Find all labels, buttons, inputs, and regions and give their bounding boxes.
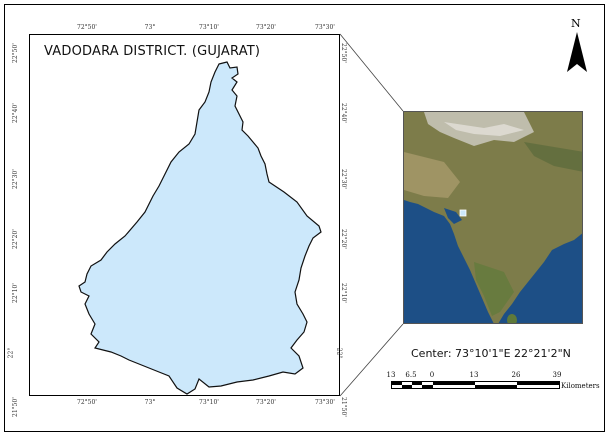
grid-tick-left: 22°50' xyxy=(11,43,19,63)
grid-tick-right: 22°50' xyxy=(339,43,347,63)
grid-tick-right: 22° xyxy=(335,347,343,359)
grid-tick-top: 73°20' xyxy=(256,24,276,31)
outer-frame xyxy=(4,4,605,432)
grid-tick-left: 22°10' xyxy=(11,283,19,303)
india-inset-map xyxy=(403,111,583,324)
north-arrow-icon xyxy=(567,32,587,72)
scale-label: 13 xyxy=(469,371,479,379)
scale-label: 0 xyxy=(429,371,435,379)
grid-tick-right: 22°40' xyxy=(339,103,347,123)
grid-tick-top: 73°10' xyxy=(199,24,219,31)
district-map xyxy=(78,61,322,395)
north-label: N xyxy=(571,17,581,30)
grid-tick-left: 22°40' xyxy=(11,103,19,123)
grid-tick-bottom: 73°10' xyxy=(199,399,219,406)
grid-tick-top: 72°50' xyxy=(77,24,97,31)
scale-labels: 13 6.5 0 13 26 39 xyxy=(0,371,613,381)
grid-tick-right: 22°20' xyxy=(339,229,347,249)
scale-bar xyxy=(391,381,560,389)
grid-tick-left: 22°20' xyxy=(11,229,19,249)
scale-units: Kilometers xyxy=(561,382,600,390)
grid-tick-bottom: 72°50' xyxy=(77,399,97,406)
scale-label: 39 xyxy=(552,371,562,379)
grid-tick-top: 73°30' xyxy=(315,24,335,31)
scale-row-top xyxy=(392,382,559,385)
center-coordinates: Center: 73°10'1"E 22°21'2"N xyxy=(411,347,571,360)
scale-label: 26 xyxy=(511,371,521,379)
grid-tick-bottom: 73°30' xyxy=(315,399,335,406)
india-satellite-inset xyxy=(404,112,582,323)
grid-tick-bottom: 73°20' xyxy=(256,399,276,406)
grid-tick-left: 22° xyxy=(7,347,15,359)
scale-label: 13 xyxy=(386,371,396,379)
grid-tick-left: 22°30' xyxy=(11,169,19,189)
grid-tick-bottom: 73° xyxy=(144,399,156,406)
grid-tick-right: 22°30' xyxy=(339,169,347,189)
grid-tick-left: 21°50' xyxy=(11,397,19,417)
scale-row-bottom xyxy=(392,385,559,388)
grid-tick-right: 22°10' xyxy=(339,283,347,303)
vadodara-district-shape xyxy=(78,61,322,395)
map-title: VADODARA DISTRICT. (GUJARAT) xyxy=(44,44,261,59)
scale-label: 6.5 xyxy=(405,371,417,379)
grid-tick-top: 73° xyxy=(144,24,156,31)
grid-tick-right: 21°50' xyxy=(339,397,347,417)
